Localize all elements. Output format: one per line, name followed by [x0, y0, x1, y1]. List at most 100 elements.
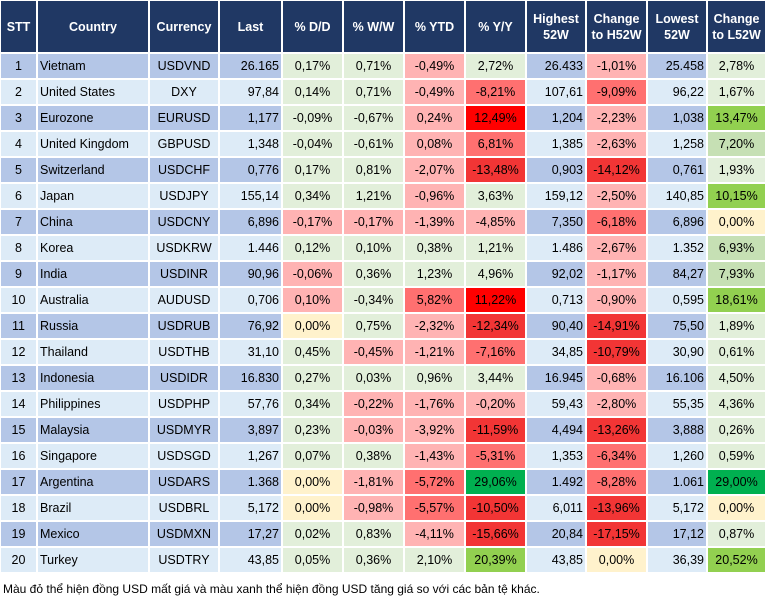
cell-stt: 13 [1, 366, 36, 390]
cell-ytd: 0,08% [405, 132, 464, 156]
cell-ww: -0,61% [344, 132, 403, 156]
table-row: 15 Malaysia USDMYR 3,897 0,23% -0,03% -3,92% -1… [1, 418, 765, 442]
cell-country: Brazil [38, 496, 148, 520]
cell-chh: -17,15% [587, 522, 646, 546]
cell-last: 1.446 [220, 236, 281, 260]
cell-ytd: -2,07% [405, 158, 464, 182]
cell-yy: -4,85% [466, 210, 525, 234]
cell-low: 140,85 [648, 184, 706, 208]
cell-country: Australia [38, 288, 148, 312]
cell-currency: USDJPY [150, 184, 218, 208]
cell-country: India [38, 262, 148, 286]
cell-low: 96,22 [648, 80, 706, 104]
cell-ww: -0,98% [344, 496, 403, 520]
table-row: 2 United States DXY 97,84 0,14% 0,71% -0,49% -8… [1, 80, 765, 104]
cell-ytd: -5,72% [405, 470, 464, 494]
cell-ww: 0,75% [344, 314, 403, 338]
cell-chl: 18,61% [708, 288, 765, 312]
cell-low: 84,27 [648, 262, 706, 286]
cell-currency: USDSGD [150, 444, 218, 468]
cell-ww: 0,10% [344, 236, 403, 260]
footnote: Màu đỏ thể hiện đồng USD mất giá và màu … [3, 582, 540, 596]
column-header: % Y/Y [466, 1, 525, 52]
cell-last: 6,896 [220, 210, 281, 234]
cell-dd: 0,34% [283, 392, 342, 416]
cell-currency: EURUSD [150, 106, 218, 130]
cell-ww: 0,36% [344, 548, 403, 572]
cell-currency: GBPUSD [150, 132, 218, 156]
cell-high: 90,40 [527, 314, 585, 338]
cell-ytd: -0,49% [405, 54, 464, 78]
cell-ytd: 0,38% [405, 236, 464, 260]
cell-low: 1,038 [648, 106, 706, 130]
cell-last: 0,706 [220, 288, 281, 312]
table-row: 10 Australia AUDUSD 0,706 0,10% -0,34% 5,82% 11… [1, 288, 765, 312]
cell-high: 43,85 [527, 548, 585, 572]
cell-low: 16.106 [648, 366, 706, 390]
cell-yy: -15,66% [466, 522, 525, 546]
cell-ytd: 2,10% [405, 548, 464, 572]
cell-dd: 0,27% [283, 366, 342, 390]
cell-dd: 0,14% [283, 80, 342, 104]
cell-ytd: -1,76% [405, 392, 464, 416]
cell-country: United Kingdom [38, 132, 148, 156]
cell-dd: 0,05% [283, 548, 342, 572]
cell-yy: 3,63% [466, 184, 525, 208]
cell-low: 55,35 [648, 392, 706, 416]
table-row: 11 Russia USDRUB 76,92 0,00% 0,75% -2,32% -12,3… [1, 314, 765, 338]
cell-yy: -5,31% [466, 444, 525, 468]
cell-dd: 0,00% [283, 470, 342, 494]
cell-dd: 0,17% [283, 54, 342, 78]
cell-yy: 3,44% [466, 366, 525, 390]
cell-ww: -1,81% [344, 470, 403, 494]
cell-yy: 6,81% [466, 132, 525, 156]
table-row: 16 Singapore USDSGD 1,267 0,07% 0,38% -1,43% -5… [1, 444, 765, 468]
table-row: 9 India USDINR 90,96 -0,06% 0,36% 1,23% 4,96% 92… [1, 262, 765, 286]
cell-ytd: -2,32% [405, 314, 464, 338]
cell-dd: 0,00% [283, 314, 342, 338]
cell-country: Philippines [38, 392, 148, 416]
cell-dd: 0,10% [283, 288, 342, 312]
cell-stt: 2 [1, 80, 36, 104]
cell-high: 92,02 [527, 262, 585, 286]
cell-chh: -14,12% [587, 158, 646, 182]
cell-currency: USDTRY [150, 548, 218, 572]
cell-chl: 0,61% [708, 340, 765, 364]
cell-chl: 20,52% [708, 548, 765, 572]
cell-ytd: -1,39% [405, 210, 464, 234]
cell-dd: 0,34% [283, 184, 342, 208]
cell-last: 26.165 [220, 54, 281, 78]
cell-high: 20,84 [527, 522, 585, 546]
table-row: 4 United Kingdom GBPUSD 1,348 -0,04% -0,61% 0,… [1, 132, 765, 156]
cell-last: 155,14 [220, 184, 281, 208]
cell-chl: 2,78% [708, 54, 765, 78]
cell-high: 1,353 [527, 444, 585, 468]
cell-currency: USDIDR [150, 366, 218, 390]
cell-stt: 1 [1, 54, 36, 78]
cell-yy: -8,21% [466, 80, 525, 104]
cell-dd: 0,07% [283, 444, 342, 468]
cell-yy: -12,34% [466, 314, 525, 338]
column-header: Highest 52W [527, 1, 585, 52]
cell-stt: 15 [1, 418, 36, 442]
cell-dd: 0,23% [283, 418, 342, 442]
cell-stt: 8 [1, 236, 36, 260]
cell-chh: -9,09% [587, 80, 646, 104]
cell-currency: DXY [150, 80, 218, 104]
cell-currency: USDPHP [150, 392, 218, 416]
cell-chl: 13,47% [708, 106, 765, 130]
cell-last: 16.830 [220, 366, 281, 390]
cell-ytd: -0,96% [405, 184, 464, 208]
cell-low: 6,896 [648, 210, 706, 234]
table-row: 6 Japan USDJPY 155,14 0,34% 1,21% -0,96% 3,63% 1… [1, 184, 765, 208]
cell-currency: USDTHB [150, 340, 218, 364]
cell-yy: 11,22% [466, 288, 525, 312]
cell-chh: -14,91% [587, 314, 646, 338]
cell-ytd: 5,82% [405, 288, 464, 312]
cell-country: Turkey [38, 548, 148, 572]
cell-ww: 1,21% [344, 184, 403, 208]
table-row: 17 Argentina USDARS 1.368 0,00% -1,81% -5,72% 2… [1, 470, 765, 494]
cell-high: 1,385 [527, 132, 585, 156]
cell-country: Thailand [38, 340, 148, 364]
cell-low: 1.061 [648, 470, 706, 494]
